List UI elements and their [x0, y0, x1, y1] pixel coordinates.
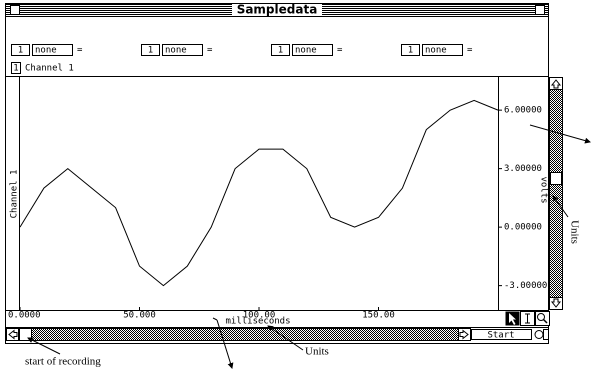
zoom-box[interactable]: [536, 6, 545, 15]
channel-number: 1: [18, 46, 23, 56]
unit-label: none: [295, 46, 317, 56]
equals: =: [207, 46, 213, 56]
x-tick-label: 50.000: [123, 311, 156, 321]
channel-label: Channel 1: [10, 170, 20, 219]
channel-number: 1: [278, 46, 283, 56]
grow-box[interactable]: [544, 330, 549, 340]
y-axis-label: volts: [539, 176, 549, 203]
annotation: Units: [305, 346, 329, 358]
window-title: Sampledata: [237, 3, 318, 17]
channel-number: 1: [148, 46, 153, 56]
annotation: Units: [568, 220, 580, 244]
y-tick-label: 6.00000: [504, 106, 542, 116]
channel-number: 1: [13, 64, 18, 74]
screen: Sampledata 1 none = 1 none = 1 none = 1 none = 1 Ch…: [0, 0, 593, 370]
horizontal-scrollbar[interactable]: [7, 329, 459, 341]
unit-label: none: [425, 46, 447, 56]
unit-label: none: [35, 46, 57, 56]
vertical-scrollbar[interactable]: [550, 78, 563, 310]
channel-select-label: Channel 1: [25, 64, 74, 74]
x-tick-label: 0.0000: [8, 311, 41, 321]
page: {"window": {"title": "Sampledata"}, "con…: [0, 0, 593, 370]
annotation: start of recording: [25, 356, 101, 368]
y-tick-label: -3.00000: [504, 281, 547, 291]
scroll-thumb[interactable]: [551, 173, 562, 185]
y-tick-label: 0.00000: [504, 223, 542, 233]
channel-number: 1: [408, 46, 413, 56]
x-tick-label: 150.00: [362, 311, 395, 321]
close-box[interactable]: [11, 6, 20, 15]
y-tick-label: 3.00000: [504, 164, 542, 174]
start-label[interactable]: Start: [487, 331, 514, 341]
equals: =: [467, 46, 473, 56]
equals: =: [337, 46, 343, 56]
equals: =: [77, 46, 83, 56]
unit-label: none: [165, 46, 187, 56]
x-axis-label: milliseconds: [225, 317, 290, 327]
